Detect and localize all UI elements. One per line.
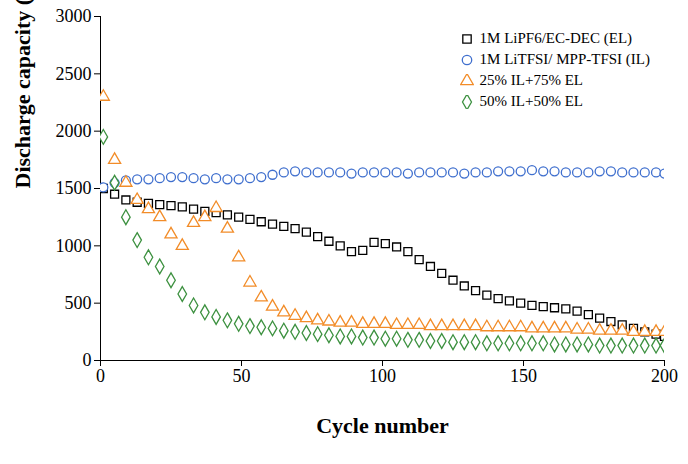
svg-text:Cycle number: Cycle number	[316, 413, 449, 438]
svg-text:100: 100	[369, 366, 396, 386]
svg-text:0: 0	[83, 350, 92, 370]
svg-text:2000: 2000	[56, 121, 92, 141]
svg-text:500: 500	[65, 293, 92, 313]
svg-text:Discharge capacity (mAh/g): Discharge capacity (mAh/g)	[10, 0, 35, 189]
svg-text:200: 200	[651, 366, 678, 386]
svg-text:1500: 1500	[56, 178, 92, 198]
svg-text:0: 0	[96, 366, 105, 386]
html-text:1M LiTFSI/ MPP-TFSI (IL): 1M LiTFSI/ MPP-TFSI (IL)	[479, 51, 650, 67]
svg-text:2500: 2500	[56, 64, 92, 84]
svg-text:150: 150	[510, 366, 537, 386]
svg-text:3000: 3000	[56, 6, 92, 26]
html-text:1M LiPF6/EC-DEC (EL): 1M LiPF6/EC-DEC (EL)	[479, 30, 633, 46]
svg-text:50: 50	[233, 366, 251, 386]
svg-text:1000: 1000	[56, 236, 92, 256]
html-text:50% IL+50% EL: 50% IL+50% EL	[479, 93, 583, 109]
html-text:25% IL+75% EL: 25% IL+75% EL	[479, 72, 583, 88]
